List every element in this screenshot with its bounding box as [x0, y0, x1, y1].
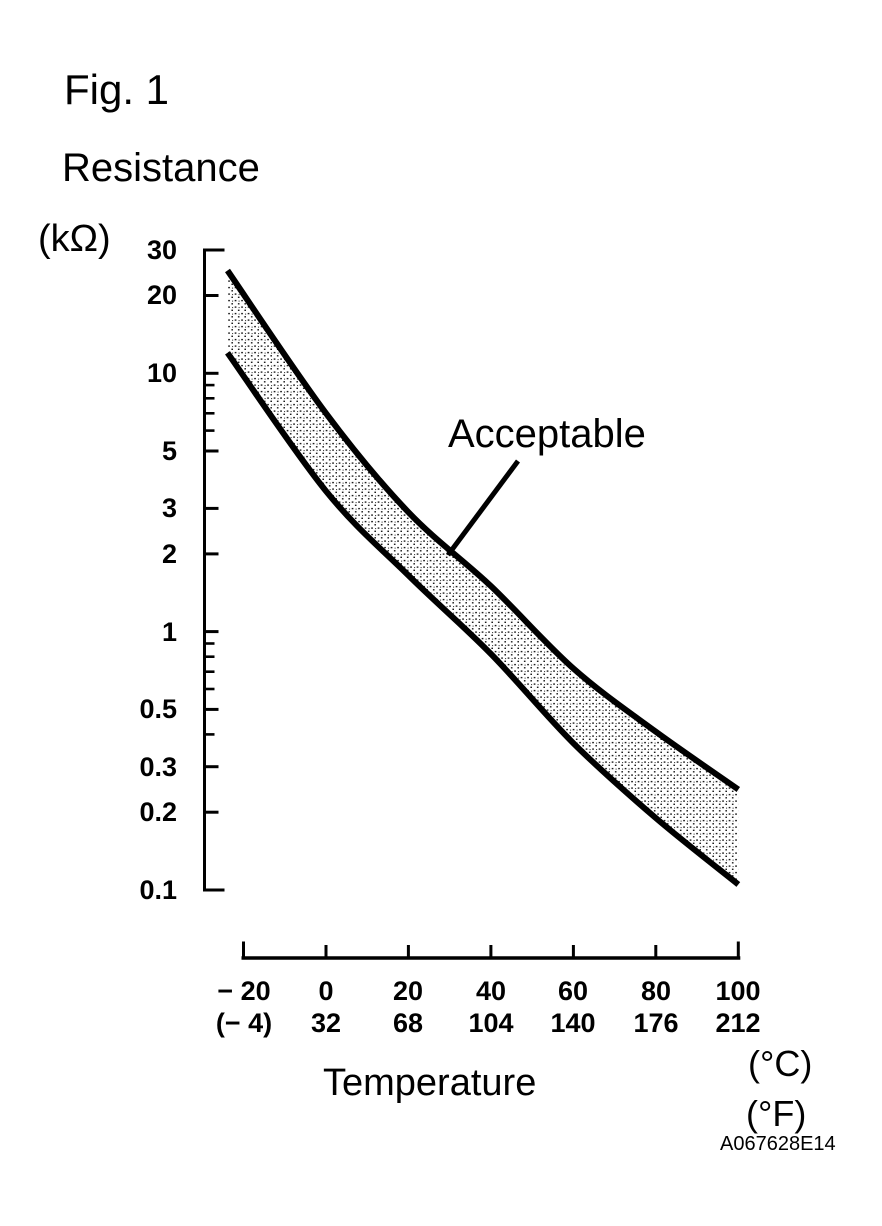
- y-tick-label: 0.2: [139, 797, 177, 827]
- y-tick-label: 0.1: [139, 875, 177, 905]
- x-axis-unit-celsius: (°C): [748, 1043, 813, 1084]
- upper-limit-curve: [225, 268, 741, 792]
- x-tick-label-celsius: 80: [640, 976, 672, 1006]
- y-axis: [203, 248, 225, 892]
- document-code: A067628E14: [720, 1133, 836, 1155]
- x-tick-label-fahrenheit: 176: [633, 1008, 679, 1038]
- y-tick-label: 0.5: [139, 694, 177, 724]
- x-tick-label-celsius: 60: [557, 976, 589, 1006]
- x-tick-label-fahrenheit: 32: [310, 1008, 342, 1038]
- x-tick-label-fahrenheit: 68: [392, 1008, 424, 1038]
- lower-limit-curve: [225, 351, 741, 887]
- y-tick-label: 20: [146, 280, 177, 310]
- x-tick-label-celsius: 20: [392, 976, 424, 1006]
- y-tick-label: 5: [161, 436, 177, 466]
- y-axis-unit: (kΩ): [38, 218, 111, 260]
- x-tick-label-fahrenheit: (− 4): [215, 1008, 273, 1038]
- acceptable-band: [227, 270, 739, 885]
- x-tick-label-celsius: − 20: [217, 976, 271, 1006]
- y-tick-label: 10: [146, 358, 177, 388]
- y-tick-label: 0.3: [139, 752, 177, 782]
- y-tick-label: 1: [161, 617, 177, 647]
- x-axis-unit-fahrenheit: (°F): [746, 1093, 807, 1134]
- x-tick-label-celsius: 100: [715, 976, 761, 1006]
- annotation-pointer-line: [445, 459, 521, 557]
- y-tick-label: 2: [161, 539, 177, 569]
- x-tick-label-celsius: 40: [475, 976, 507, 1006]
- x-tick-label-celsius: 0: [318, 976, 334, 1006]
- x-axis-title: Temperature: [323, 1062, 537, 1104]
- y-tick-label: 30: [146, 235, 177, 265]
- acceptable-band-label: Acceptable: [448, 412, 646, 456]
- x-tick-label-fahrenheit: 212: [715, 1008, 761, 1038]
- y-axis-title: Resistance: [62, 146, 260, 190]
- figure-label: Fig. 1: [64, 66, 170, 113]
- x-tick-label-fahrenheit: 140: [550, 1008, 596, 1038]
- x-axis: [241, 941, 741, 960]
- x-tick-label-fahrenheit: 104: [468, 1008, 514, 1038]
- y-tick-label: 3: [161, 493, 177, 523]
